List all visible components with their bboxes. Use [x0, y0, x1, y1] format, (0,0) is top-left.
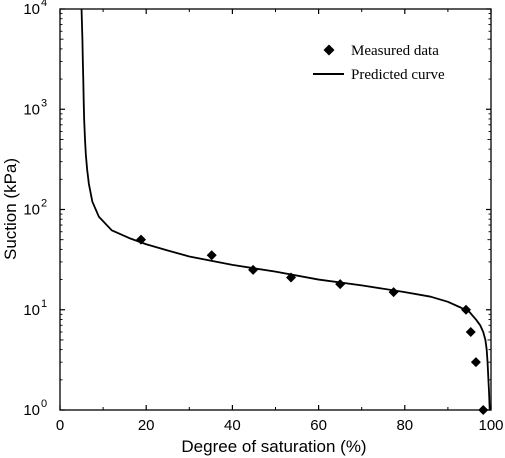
legend-label-predicted: Predicted curve [351, 67, 445, 83]
y-tick-exponent: 3 [41, 97, 47, 109]
y-tick-label: 10 [23, 101, 40, 118]
y-tick-exponent: 0 [41, 398, 47, 410]
y-tick-label: 10 [23, 1, 40, 18]
legend-label-measured: Measured data [351, 43, 439, 59]
x-tick-label: 100 [478, 417, 503, 434]
data-point [461, 304, 472, 315]
data-point [478, 405, 489, 415]
x-axis-title: Degree of saturation (%) [181, 437, 366, 456]
x-ticks: 0 20 40 60 80 100 [56, 9, 504, 434]
series-line-predicted [80, 8, 491, 411]
x-tick-label: 60 [310, 417, 327, 434]
y-tick-exponent: 1 [41, 298, 47, 310]
y-tick-exponent: 2 [41, 198, 47, 210]
data-point [465, 326, 476, 337]
data-point [470, 357, 481, 368]
y-axis-title: Suction (kPa) [1, 158, 20, 260]
x-tick-label: 0 [56, 417, 64, 434]
x-tick-label: 20 [138, 417, 155, 434]
curve-layer [80, 8, 491, 411]
data-point [136, 234, 147, 245]
y-tick-exponent: 4 [41, 0, 47, 9]
data-point [286, 272, 297, 283]
y-tick-label: 10 [23, 202, 40, 219]
x-tick-label: 40 [224, 417, 241, 434]
data-point [335, 279, 346, 290]
legend: Measured data Predicted curve [313, 43, 445, 83]
points-layer [136, 234, 489, 415]
y-tick-label: 10 [23, 402, 40, 419]
data-point [248, 264, 259, 275]
y-tick-label: 10 [23, 302, 40, 319]
data-point [206, 250, 217, 261]
legend-marker-measured [323, 44, 335, 56]
data-point [388, 287, 399, 298]
x-tick-label: 80 [396, 417, 413, 434]
